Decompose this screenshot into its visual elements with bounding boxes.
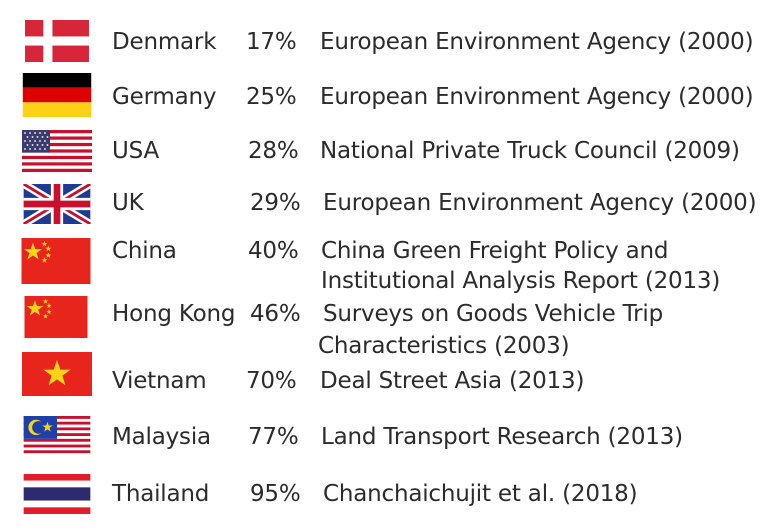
list-item: USA 28% National Private Truck Council (… bbox=[0, 128, 768, 174]
list-item: UK 29% European Environment Agency (2000… bbox=[0, 180, 768, 226]
percentage: 70% bbox=[246, 368, 297, 394]
country-name: Hong Kong bbox=[112, 301, 236, 327]
percentage: 46% bbox=[250, 301, 301, 327]
country-name: Vietnam bbox=[112, 368, 207, 394]
country-name: Thailand bbox=[112, 481, 210, 507]
list-item: Vietnam 70% Deal Street Asia (2013) bbox=[0, 352, 768, 398]
list-item: Hong Kong 46% Surveys on Goods Vehicle T… bbox=[0, 296, 768, 359]
percentage: 25% bbox=[246, 84, 297, 110]
source-text: Deal Street Asia (2013) bbox=[320, 368, 585, 394]
malaysia-flag-icon bbox=[23, 416, 91, 456]
source-text: European Environment Agency (2000) bbox=[323, 190, 757, 216]
list-item: Thailand 95% Chanchaichujit et al. (2018… bbox=[0, 470, 768, 516]
usa-flag-icon bbox=[22, 130, 92, 172]
vietnam-flag-icon bbox=[22, 352, 92, 396]
percentage: 17% bbox=[246, 29, 297, 55]
country-name: Germany bbox=[112, 84, 217, 110]
source-text: Land Transport Research (2013) bbox=[321, 424, 683, 450]
country-name: China bbox=[112, 238, 177, 264]
country-name: Denmark bbox=[112, 29, 217, 55]
germany-flag-icon bbox=[22, 73, 92, 117]
china-flag-icon bbox=[24, 296, 88, 338]
denmark-flag-icon bbox=[25, 20, 89, 62]
list-item: Denmark 17% European Environment Agency … bbox=[0, 18, 768, 64]
source-text: European Environment Agency (2000) bbox=[320, 29, 754, 55]
country-name: USA bbox=[112, 138, 159, 164]
percentage: 40% bbox=[248, 238, 299, 264]
list-item: Malaysia 77% Land Transport Research (20… bbox=[0, 412, 768, 458]
percentage: 77% bbox=[248, 424, 299, 450]
source-text: Surveys on Goods Vehicle Trip Characteri… bbox=[318, 301, 663, 359]
source-text: Chanchaichujit et al. (2018) bbox=[323, 481, 638, 507]
percentage: 28% bbox=[248, 138, 299, 164]
list-item: China 40% China Green Freight Policy and… bbox=[0, 232, 768, 294]
source-text: National Private Truck Council (2009) bbox=[320, 138, 740, 164]
percentage: 95% bbox=[250, 481, 301, 507]
list-item: Germany 25% European Environment Agency … bbox=[0, 72, 768, 118]
percentage: 29% bbox=[250, 190, 301, 216]
country-name: Malaysia bbox=[112, 424, 211, 450]
source-text: European Environment Agency (2000) bbox=[320, 84, 754, 110]
china-flag-icon bbox=[21, 238, 91, 284]
uk-flag-icon bbox=[22, 184, 92, 224]
source-text: China Green Freight Policy and Instituti… bbox=[321, 238, 721, 294]
thailand-flag-icon bbox=[23, 474, 91, 514]
country-name: UK bbox=[112, 190, 144, 216]
